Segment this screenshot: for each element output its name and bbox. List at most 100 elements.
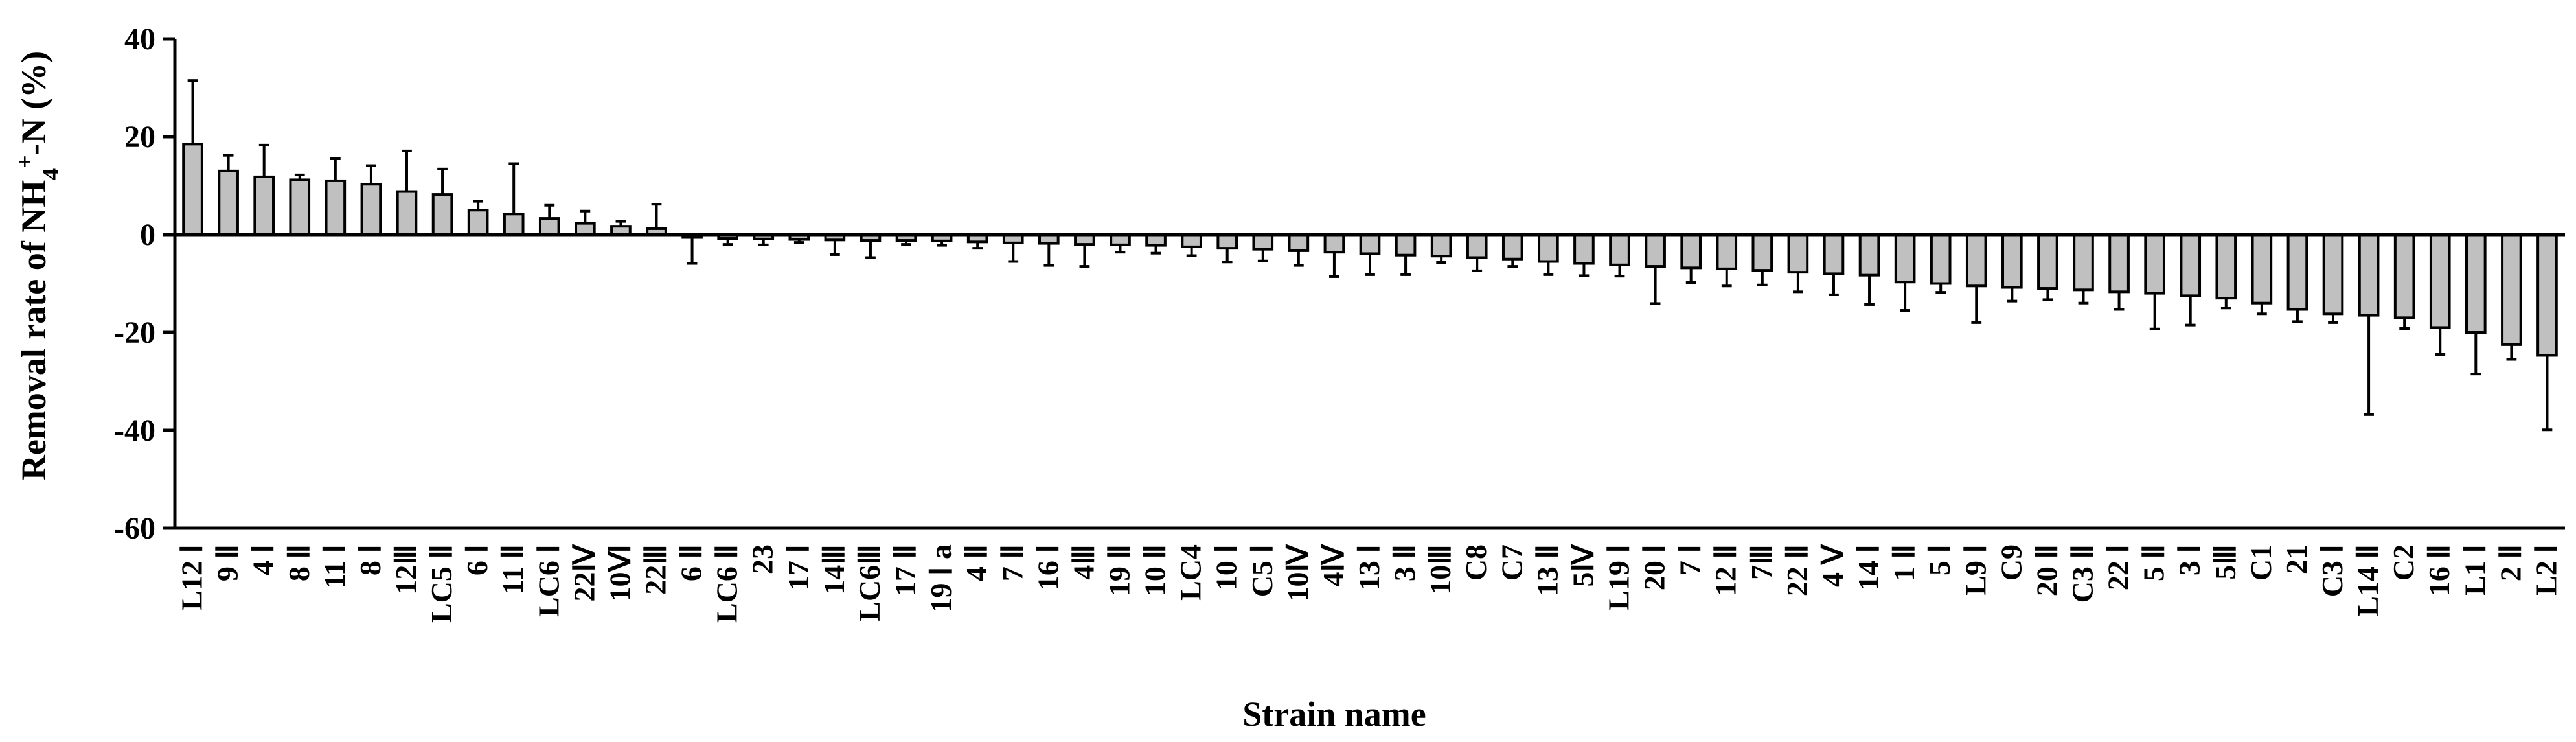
bar [1787,233,1809,274]
x-category-label: LC6Ⅲ [853,544,886,621]
x-category-label: L12 Ⅰ [176,544,209,610]
bar [2073,233,2094,292]
x-category-label: 22 Ⅰ [2102,544,2135,590]
y-tick-label: 0 [140,218,155,252]
y-axis-title: Removal rate of NH4+-N (%) [12,51,63,480]
bar [396,190,418,236]
bar [2465,233,2487,334]
x-category-label: 22 Ⅱ [1781,544,1814,596]
x-category-label: 10 Ⅱ [1139,544,1172,596]
x-category-label: C1 [2244,544,2277,581]
x-category-label: 16 Ⅱ [2422,544,2456,596]
x-category-label: 8 Ⅰ [354,544,387,575]
y-tick-label: -60 [114,511,155,546]
x-category-label: 16 Ⅰ [1031,544,1064,590]
x-category-label: 19 Ⅰ a [924,544,957,613]
x-category-label: 10 Ⅰ [1210,544,1243,590]
x-category-label: 23 [746,544,779,574]
bar [503,213,525,237]
x-category-label: C7 [1495,544,1528,581]
bar [1716,233,1738,270]
bar [2215,233,2237,300]
bar [1501,233,1523,261]
x-category-label: 7Ⅲ [1745,544,1778,580]
bar [325,179,347,237]
bar [2001,233,2023,289]
bar [253,175,275,236]
bar [2358,233,2380,317]
x-category-label: 6 Ⅰ [461,544,494,575]
bar [2251,233,2273,305]
bar [575,222,596,237]
x-category-label: L19 Ⅰ [1602,544,1636,610]
y-tick-label: 40 [124,22,155,56]
bar [2108,233,2130,294]
bar [1823,233,1845,275]
bar [1858,233,1880,277]
y-tick-label: -40 [114,413,155,448]
y-axis-ticks: 40 20 0 -20 -40 -60 [114,22,175,546]
x-category-label: 10Ⅲ [1424,544,1457,595]
bar [2144,233,2165,295]
error-bars [187,79,2553,432]
x-category-label: 7 Ⅱ [996,544,1029,581]
y-tick-label: -20 [114,316,155,350]
x-category-label: 5 Ⅰ [1923,544,1956,575]
x-category-label: 20 Ⅱ [2030,544,2063,596]
x-category-label: 5Ⅳ [1566,543,1599,586]
bar [431,193,453,236]
x-category-label: 9 Ⅱ [211,544,244,581]
bar [2322,233,2344,316]
x-category-label: C8 [1459,544,1492,581]
bar [1645,233,1666,268]
x-category-label: LC4 [1174,544,1207,601]
x-category-label: 13 Ⅱ [1531,544,1564,596]
x-category-label: 13 Ⅰ [1352,544,1385,590]
x-category-label: 3 Ⅰ [2173,544,2206,575]
x-category-label: 4Ⅲ [1067,544,1100,580]
x-category-label: 6 Ⅱ [675,544,708,581]
bar [289,178,311,236]
bar [360,183,382,236]
x-category-label: 7 Ⅰ [1674,544,1707,575]
bar [2536,233,2558,357]
x-category-label: L14 Ⅱ [2351,544,2384,616]
x-axis-title: Strain name [1242,695,1426,734]
bar [1430,233,1452,258]
bar [1930,233,1952,285]
bars [182,143,2558,357]
bar [182,143,203,236]
x-category-label: C5 Ⅰ [1246,544,1279,597]
bar [2429,233,2451,329]
bar [1216,233,1238,250]
x-category-label: 4 Ⅴ [1816,543,1849,587]
x-category-label: 17 Ⅱ [889,544,922,596]
bar [1323,233,1345,254]
x-category-label: 5 Ⅱ [2137,544,2171,581]
bar [538,217,560,236]
x-category-label: 4Ⅳ [1317,543,1350,586]
x-category-label: L2 Ⅰ [2529,544,2562,596]
x-category-label: 8 Ⅱ [282,544,315,581]
x-category-label: 1 Ⅱ [1887,544,1921,581]
x-category-label: 20 Ⅰ [1638,544,1671,590]
bar [2286,233,2308,311]
x-category-label: 14Ⅲ [817,544,850,595]
x-category-label: C9 [1994,544,2027,581]
x-category-label: 3 Ⅱ [1388,544,1421,581]
bar [467,209,489,236]
x-category-label: 4 Ⅰ [247,544,280,575]
x-category-label: 22Ⅳ [567,543,600,601]
x-category-label: L1 Ⅰ [2458,544,2491,596]
x-category-label: 5Ⅲ [2209,544,2242,580]
x-category-label: C3 Ⅱ [2066,544,2099,603]
x-category-label: 21 [2280,544,2313,574]
x-category-label: L9 Ⅰ [1959,544,1992,596]
bar [1751,233,1773,272]
bar [2180,233,2202,297]
x-category-label: LC5 Ⅱ [425,544,458,623]
bar [1965,233,1987,288]
y-axis-title-subscript: 4 [38,168,63,180]
